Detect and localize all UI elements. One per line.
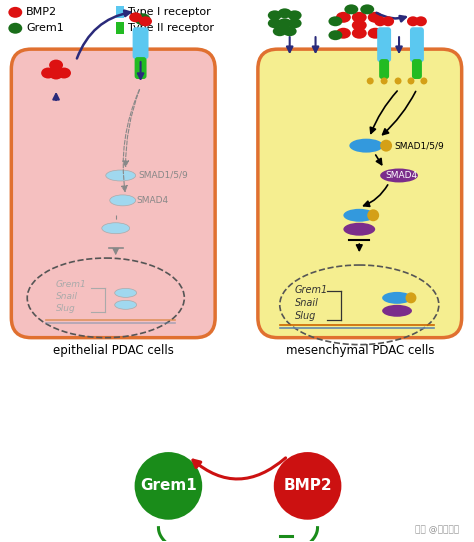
Text: Grem1: Grem1: [26, 23, 64, 33]
Text: Snail: Snail: [56, 292, 78, 301]
Ellipse shape: [110, 195, 136, 206]
Ellipse shape: [106, 170, 136, 181]
Ellipse shape: [336, 12, 351, 23]
Ellipse shape: [343, 209, 375, 222]
FancyBboxPatch shape: [379, 59, 389, 79]
Bar: [116, 7, 124, 18]
Circle shape: [367, 78, 374, 85]
Text: Slug: Slug: [295, 311, 316, 321]
Ellipse shape: [268, 10, 282, 20]
Ellipse shape: [102, 223, 129, 234]
Text: epithelial PDAC cells: epithelial PDAC cells: [53, 344, 173, 357]
Ellipse shape: [328, 30, 342, 40]
Circle shape: [394, 78, 401, 85]
Ellipse shape: [278, 8, 292, 18]
Ellipse shape: [273, 26, 287, 36]
Ellipse shape: [349, 139, 383, 153]
Ellipse shape: [41, 68, 55, 79]
Bar: [116, 22, 124, 34]
Text: Grem1: Grem1: [56, 280, 87, 289]
FancyBboxPatch shape: [135, 57, 146, 79]
Ellipse shape: [382, 16, 394, 26]
Ellipse shape: [115, 288, 137, 298]
Ellipse shape: [352, 12, 367, 23]
Ellipse shape: [9, 23, 22, 34]
Ellipse shape: [49, 60, 63, 70]
Ellipse shape: [283, 26, 297, 36]
Ellipse shape: [345, 4, 358, 14]
Ellipse shape: [135, 14, 151, 25]
Circle shape: [380, 140, 392, 152]
Text: Type II receptor: Type II receptor: [128, 23, 214, 33]
Ellipse shape: [352, 28, 367, 38]
Ellipse shape: [343, 223, 375, 236]
Ellipse shape: [336, 28, 351, 38]
Ellipse shape: [288, 18, 301, 28]
FancyBboxPatch shape: [258, 49, 462, 338]
Ellipse shape: [49, 68, 63, 80]
Circle shape: [274, 452, 341, 520]
Ellipse shape: [360, 4, 374, 14]
Ellipse shape: [115, 300, 137, 309]
FancyBboxPatch shape: [377, 27, 391, 62]
Ellipse shape: [57, 68, 71, 79]
FancyBboxPatch shape: [410, 27, 424, 62]
Text: SMAD4: SMAD4: [385, 171, 417, 180]
Ellipse shape: [278, 18, 292, 28]
Text: Grem1: Grem1: [295, 285, 328, 295]
Circle shape: [381, 78, 388, 85]
Circle shape: [408, 78, 414, 85]
Ellipse shape: [407, 16, 419, 26]
Circle shape: [135, 452, 202, 520]
Text: SMAD1/5/9: SMAD1/5/9: [138, 171, 188, 180]
Ellipse shape: [382, 305, 412, 317]
Ellipse shape: [352, 20, 367, 31]
Ellipse shape: [382, 292, 412, 304]
Ellipse shape: [415, 16, 427, 26]
Text: Slug: Slug: [56, 304, 76, 313]
Text: 头条 @医学顾那: 头条 @医学顾那: [415, 525, 459, 534]
FancyArrowPatch shape: [77, 11, 130, 59]
Circle shape: [420, 78, 428, 85]
FancyBboxPatch shape: [412, 59, 422, 79]
FancyArrowPatch shape: [376, 13, 406, 21]
Text: Grem1: Grem1: [140, 479, 197, 493]
Text: BMP2: BMP2: [283, 479, 332, 493]
FancyArrowPatch shape: [193, 458, 286, 479]
Text: mesenchymal PDAC cells: mesenchymal PDAC cells: [285, 344, 434, 357]
Ellipse shape: [129, 12, 142, 22]
Text: Type I receptor: Type I receptor: [128, 8, 210, 17]
Ellipse shape: [9, 7, 22, 18]
Text: BMP2: BMP2: [26, 8, 57, 17]
Text: SMAD1/5/9: SMAD1/5/9: [394, 141, 444, 150]
Circle shape: [367, 209, 379, 221]
Ellipse shape: [328, 16, 342, 26]
Text: Snail: Snail: [295, 298, 319, 308]
Text: SMAD4: SMAD4: [137, 196, 169, 205]
Ellipse shape: [368, 28, 383, 38]
Ellipse shape: [374, 16, 386, 26]
FancyBboxPatch shape: [133, 27, 148, 59]
Ellipse shape: [368, 12, 383, 23]
Ellipse shape: [288, 10, 301, 20]
Circle shape: [405, 292, 417, 304]
Ellipse shape: [139, 16, 152, 26]
Ellipse shape: [268, 18, 282, 28]
FancyBboxPatch shape: [11, 49, 215, 338]
Ellipse shape: [380, 169, 418, 183]
